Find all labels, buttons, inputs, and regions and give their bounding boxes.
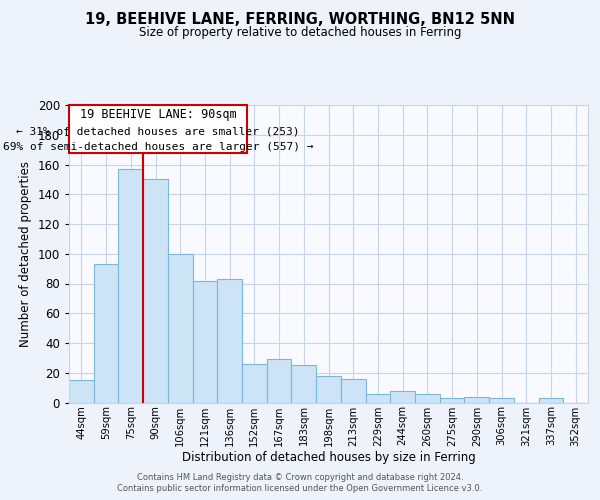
Bar <box>489 398 514 402</box>
Text: 69% of semi-detached houses are larger (557) →: 69% of semi-detached houses are larger (… <box>3 142 313 152</box>
Bar <box>440 398 464 402</box>
Bar <box>217 279 242 402</box>
Bar <box>365 394 390 402</box>
Text: Size of property relative to detached houses in Ferring: Size of property relative to detached ho… <box>139 26 461 39</box>
Bar <box>539 398 563 402</box>
Bar <box>143 180 168 402</box>
Text: 19, BEEHIVE LANE, FERRING, WORTHING, BN12 5NN: 19, BEEHIVE LANE, FERRING, WORTHING, BN1… <box>85 12 515 28</box>
X-axis label: Distribution of detached houses by size in Ferring: Distribution of detached houses by size … <box>182 451 475 464</box>
Bar <box>415 394 440 402</box>
Text: ← 31% of detached houses are smaller (253): ← 31% of detached houses are smaller (25… <box>16 127 300 137</box>
Y-axis label: Number of detached properties: Number of detached properties <box>19 161 32 347</box>
Bar <box>292 366 316 403</box>
Text: Contains public sector information licensed under the Open Government Licence v3: Contains public sector information licen… <box>118 484 482 493</box>
Text: Contains HM Land Registry data © Crown copyright and database right 2024.: Contains HM Land Registry data © Crown c… <box>137 472 463 482</box>
Bar <box>118 169 143 402</box>
Bar <box>464 396 489 402</box>
Bar <box>242 364 267 403</box>
Bar <box>94 264 118 402</box>
Bar <box>168 254 193 402</box>
Bar <box>69 380 94 402</box>
Bar <box>267 360 292 403</box>
Bar <box>316 376 341 402</box>
Bar <box>390 390 415 402</box>
Bar <box>341 378 365 402</box>
Text: 19 BEEHIVE LANE: 90sqm: 19 BEEHIVE LANE: 90sqm <box>80 108 236 121</box>
Bar <box>193 280 217 402</box>
FancyBboxPatch shape <box>69 105 247 152</box>
